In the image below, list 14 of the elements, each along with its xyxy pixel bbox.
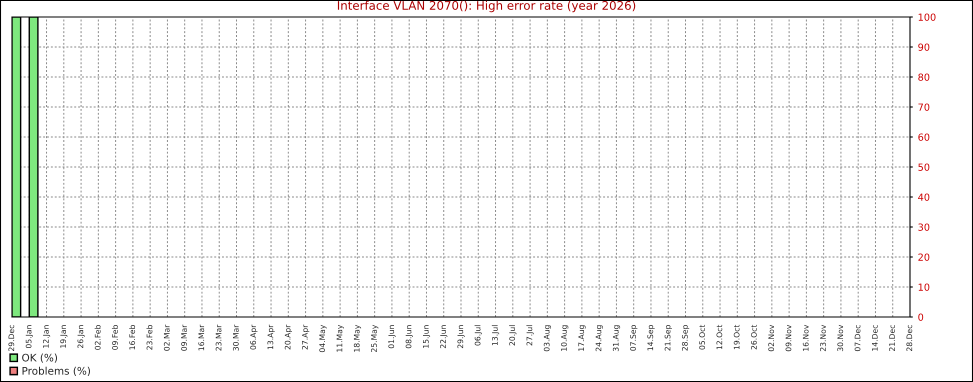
y-tick-label: 80 bbox=[918, 73, 930, 81]
y-tick-label: 90 bbox=[918, 43, 930, 51]
y-tick-label: 20 bbox=[918, 253, 930, 261]
legend-label: OK (%) bbox=[22, 354, 58, 363]
y-tick-label: 60 bbox=[918, 133, 930, 141]
y-tick-label: 70 bbox=[918, 103, 930, 111]
y-tick-label: 40 bbox=[918, 193, 930, 201]
chart-title: Interface VLAN 2070(): High error rate (year 2026) bbox=[338, 0, 636, 12]
y-tick-label: 30 bbox=[918, 223, 930, 231]
y-tick-label: 50 bbox=[918, 163, 930, 171]
y-tick-label: 0 bbox=[918, 313, 924, 321]
y-tick-label: 10 bbox=[918, 283, 930, 291]
y-tick-label: 100 bbox=[918, 13, 936, 21]
legend-label: Problems (%) bbox=[22, 366, 90, 376]
